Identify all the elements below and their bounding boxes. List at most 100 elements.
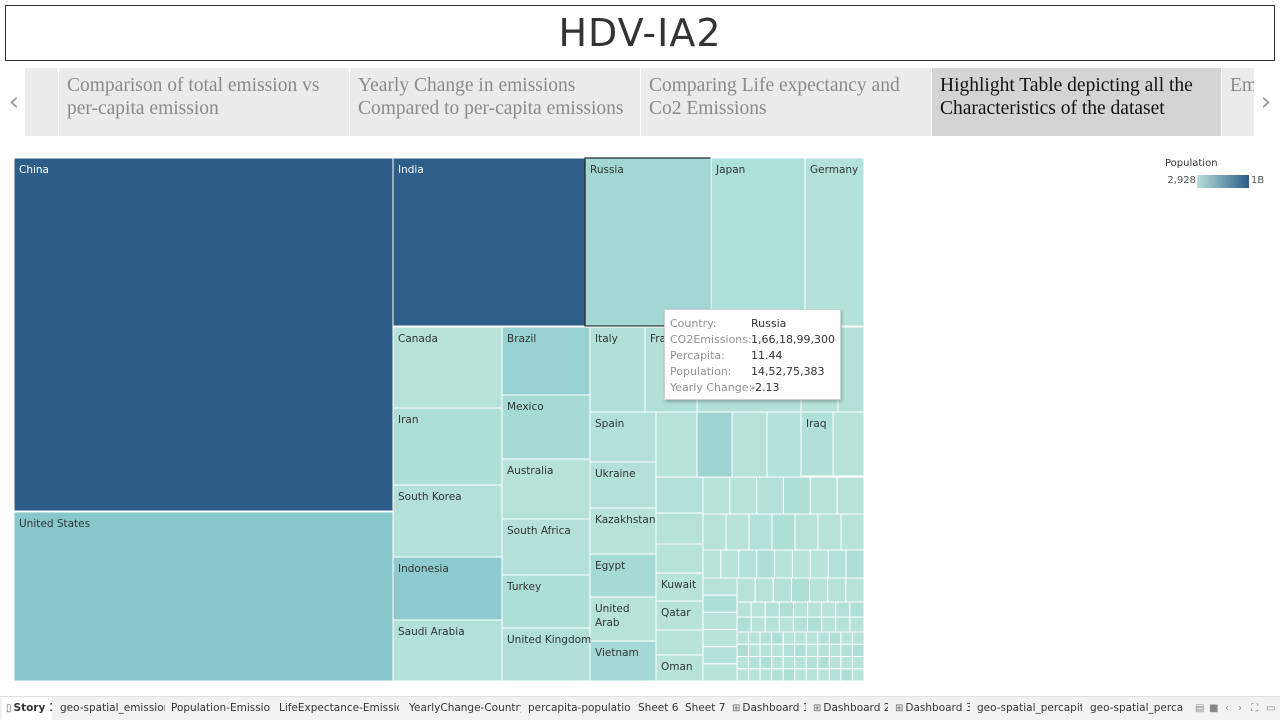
treemap-cell-unlabeled[interactable] — [778, 616, 794, 633]
treemap-cell-unlabeled[interactable] — [655, 476, 704, 514]
treemap-cell-unlabeled[interactable] — [845, 549, 865, 579]
treemap-cell-unlabeled[interactable] — [827, 577, 847, 603]
treemap-cell-unlabeled[interactable] — [771, 643, 784, 657]
story-point-2[interactable]: Yearly Change in emissions Compared to p… — [350, 68, 640, 136]
treemap-cell-kazakhstan[interactable] — [589, 507, 657, 555]
treemap-cell-unlabeled[interactable] — [736, 577, 756, 603]
fullscreen-icon[interactable]: ⛶ — [1251, 703, 1258, 714]
tab-sheet-6[interactable]: Sheet 6 — [638, 697, 680, 720]
treemap-cell-unlabeled[interactable] — [720, 549, 740, 579]
treemap-cell-ukraine[interactable] — [589, 461, 657, 509]
treemap-cell-unlabeled[interactable] — [736, 656, 750, 670]
treemap-cell-unlabeled[interactable] — [851, 631, 865, 645]
story-point-5[interactable]: Emi — [1222, 68, 1254, 136]
treemap-cell-unlabeled[interactable] — [754, 577, 774, 603]
treemap-cell-turkey[interactable] — [501, 574, 591, 629]
treemap-cell-unlabeled[interactable] — [748, 668, 761, 682]
treemap-cell-unlabeled[interactable] — [736, 616, 752, 633]
treemap-cell-unlabeled[interactable] — [840, 668, 853, 682]
treemap-cell-unlabeled[interactable] — [817, 643, 830, 657]
treemap-cell-qatar[interactable] — [655, 600, 704, 631]
treemap-cell-unlabeled[interactable] — [655, 411, 698, 478]
treemap-cell-unlabeled[interactable] — [849, 616, 865, 633]
treemap-cell-unlabeled[interactable] — [764, 601, 780, 618]
treemap-cell-unlabeled[interactable] — [828, 631, 842, 645]
treemap-cell-unlabeled[interactable] — [764, 616, 780, 633]
treemap-cell-unlabeled[interactable] — [836, 476, 865, 515]
treemap-cell-unlabeled[interactable] — [748, 656, 761, 670]
treemap-cell-brazil[interactable] — [501, 326, 591, 396]
treemap-cell-unlabeled[interactable] — [783, 476, 811, 515]
treemap-cell-unlabeled[interactable] — [845, 577, 865, 603]
treemap-cell-unlabeled[interactable] — [840, 513, 865, 551]
treemap-cell-canada[interactable] — [392, 326, 503, 409]
treemap-cell-unlabeled[interactable] — [821, 601, 837, 618]
treemap-cell-unlabeled[interactable] — [725, 513, 750, 551]
treemap-cell-unlabeled[interactable] — [759, 643, 773, 657]
treemap-cell-unlabeled[interactable] — [702, 549, 722, 579]
treemap-cell-unlabeled[interactable] — [827, 549, 847, 579]
treemap-cell-unlabeled[interactable] — [840, 643, 853, 657]
treemap-cell-unlabeled[interactable] — [837, 326, 865, 413]
treemap-cell-unlabeled[interactable] — [782, 643, 796, 657]
treemap-cell-unlabeled[interactable] — [750, 601, 766, 618]
treemap-cell-unlabeled[interactable] — [835, 601, 851, 618]
tab-geo-spatial-percapita[interactable]: geo-spatial_percapita — [977, 697, 1082, 720]
tab-geo-spatial-emission[interactable]: geo-spatial_emission — [60, 697, 165, 720]
treemap-cell-iran[interactable] — [392, 407, 503, 486]
treemap-cell-unlabeled[interactable] — [851, 668, 865, 682]
story-point-0[interactable] — [25, 68, 58, 136]
treemap-cell-unlabeled[interactable] — [821, 616, 837, 633]
treemap-cell-unlabeled[interactable] — [702, 663, 738, 682]
scroll-right-icon[interactable]: › — [1238, 703, 1242, 714]
tab-percapita-population[interactable]: percapita-population — [528, 697, 631, 720]
treemap-cell-unlabeled[interactable] — [696, 411, 733, 478]
chevron-left-icon[interactable]: ‹ — [8, 87, 20, 117]
treemap-cell-unlabeled[interactable] — [805, 643, 819, 657]
treemap-cell-united-kingdom[interactable] — [501, 627, 591, 682]
present-icon[interactable]: ▭ — [1266, 703, 1276, 714]
treemap-cell-unlabeled[interactable] — [792, 601, 809, 618]
treemap-cell-unlabeled[interactable] — [817, 656, 830, 670]
treemap-cell-unlabeled[interactable] — [807, 616, 823, 633]
treemap-cell-unlabeled[interactable] — [736, 631, 750, 645]
treemap-cell-unlabeled[interactable] — [832, 411, 865, 477]
treemap-cell-unlabeled[interactable] — [782, 631, 796, 645]
treemap-cell-unlabeled[interactable] — [759, 668, 773, 682]
treemap-cell-south-africa[interactable] — [501, 518, 591, 576]
treemap-cell-unlabeled[interactable] — [771, 656, 784, 670]
treemap-cell-unlabeled[interactable] — [702, 646, 738, 665]
treemap-cell-mexico[interactable] — [501, 394, 591, 460]
treemap-cell-unlabeled[interactable] — [771, 631, 784, 645]
treemap-cell-egypt[interactable] — [589, 553, 657, 598]
treemap-cell-unlabeled[interactable] — [750, 616, 766, 633]
treemap-cell-australia[interactable] — [501, 458, 591, 520]
treemap-cell-italy[interactable] — [589, 326, 646, 413]
treemap-cell-unlabeled[interactable] — [771, 513, 796, 551]
treemap-cell-unlabeled[interactable] — [809, 549, 829, 579]
treemap-cell-unlabeled[interactable] — [702, 513, 727, 551]
treemap-cell-unlabeled[interactable] — [759, 656, 773, 670]
treemap-cell-unlabeled[interactable] — [828, 668, 842, 682]
treemap-cell-unlabeled[interactable] — [748, 643, 761, 657]
tab-yearlychange-country[interactable]: YearlyChange-Country — [409, 697, 521, 720]
treemap-cell-unlabeled[interactable] — [791, 549, 811, 579]
treemap-cell-unlabeled[interactable] — [778, 601, 794, 618]
chevron-right-icon[interactable]: › — [1260, 87, 1272, 117]
treemap-cell-oman[interactable] — [655, 654, 704, 682]
treemap-cell-unlabeled[interactable] — [731, 411, 768, 478]
treemap-cell-united-arab[interactable] — [589, 596, 657, 642]
treemap-cell-unlabeled[interactable] — [748, 513, 773, 551]
treemap-cell-unlabeled[interactable] — [805, 656, 819, 670]
treemap-cell-unlabeled[interactable] — [809, 476, 838, 515]
treemap-cell-china[interactable] — [13, 157, 394, 512]
treemap-cell-unlabeled[interactable] — [817, 631, 830, 645]
treemap-cell-unlabeled[interactable] — [702, 577, 738, 596]
treemap-cell-united-states[interactable] — [13, 511, 394, 682]
treemap-cell-indonesia[interactable] — [392, 556, 503, 621]
tab-population-emission[interactable]: Population-Emission — [171, 697, 271, 720]
treemap-cell-india[interactable] — [392, 157, 586, 327]
story-point-3[interactable]: Comparing Life expectancy and Co2 Emissi… — [641, 68, 931, 136]
treemap-cell-unlabeled[interactable] — [782, 656, 796, 670]
list-view-icon[interactable]: ■ — [1209, 703, 1219, 714]
